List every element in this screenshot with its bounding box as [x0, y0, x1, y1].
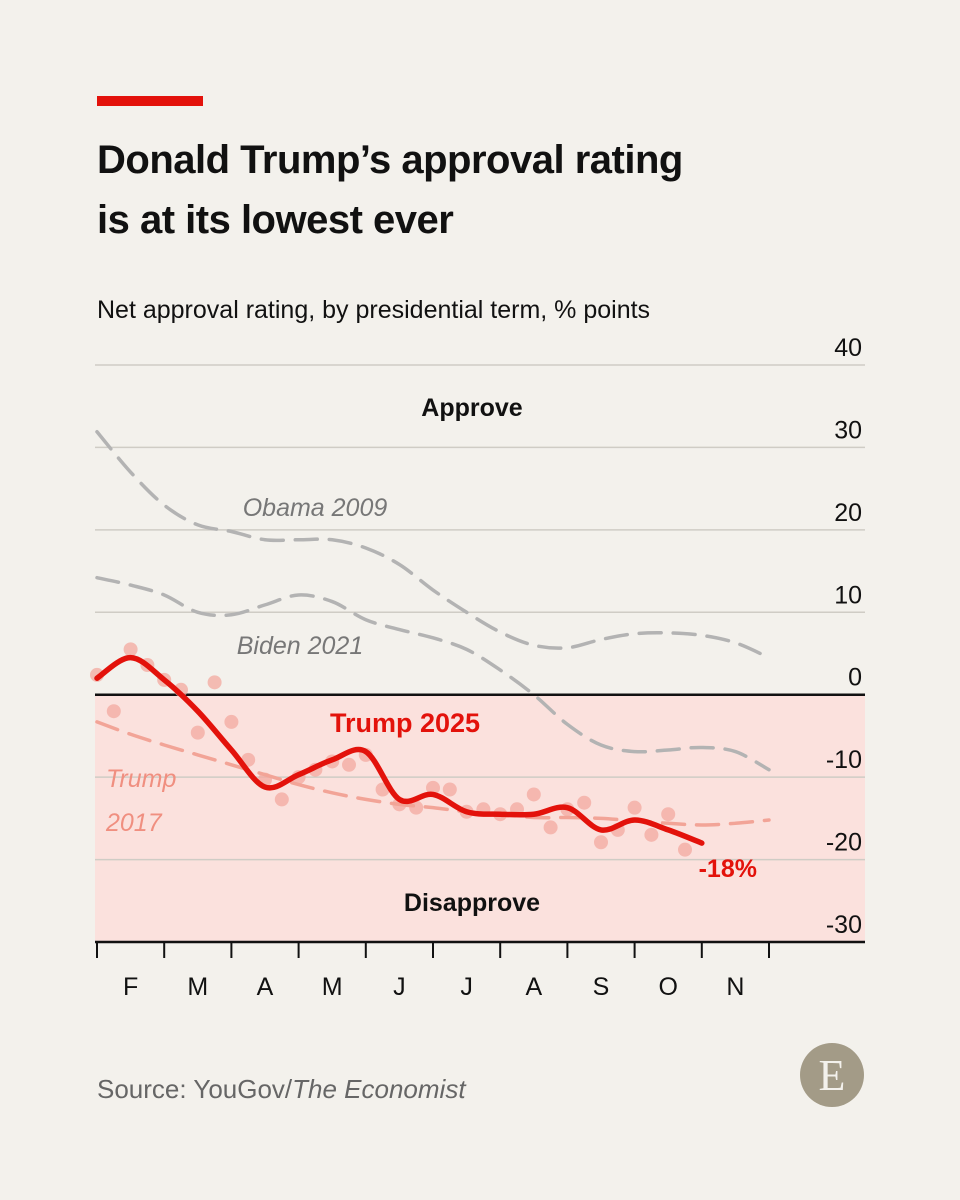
x-tick-label: M [187, 973, 208, 1001]
annotation: Approve [421, 394, 523, 422]
series-line [95, 575, 771, 772]
poll-dot [678, 842, 692, 857]
series-label: Trump 2025 [330, 708, 480, 738]
x-tick-label: A [525, 973, 542, 1001]
x-tick-label: M [322, 973, 343, 1001]
y-tick-label: -20 [826, 829, 862, 857]
x-tick-label: N [726, 973, 744, 1001]
series-label: Biden 2021 [237, 632, 364, 660]
poll-dot [224, 714, 239, 729]
poll-dot [342, 757, 356, 772]
logo: E [819, 1051, 846, 1100]
y-tick-label: 0 [848, 664, 862, 692]
y-tick-label: 40 [834, 334, 862, 362]
poll-dot [644, 827, 659, 842]
series-line [95, 430, 771, 660]
poll-dot [627, 800, 642, 815]
poll-dot [543, 820, 558, 835]
series-label: Obama 2009 [243, 494, 388, 522]
y-tick-label: 20 [834, 499, 862, 527]
poll-dot [426, 780, 440, 795]
series-label: Trump 2017 [106, 765, 177, 837]
series-line [95, 720, 771, 827]
source: Source: YouGov/The Economist [97, 1074, 466, 1105]
y-tick-label: 10 [834, 581, 862, 609]
value-label: -18% [699, 855, 757, 883]
annotation: Disapprove [404, 889, 540, 917]
x-tick-label: J [393, 973, 406, 1001]
poll-dot [526, 787, 541, 802]
poll-dot [594, 835, 608, 850]
y-tick-label: 30 [834, 416, 862, 444]
y-tick-label: -10 [826, 746, 862, 774]
x-tick-label: J [460, 973, 473, 1001]
poll-dot [190, 725, 205, 740]
accent-bar [97, 96, 203, 106]
x-tick-label: S [593, 973, 610, 1001]
poll-dot [661, 807, 676, 822]
poll-dot [106, 704, 121, 719]
poll-dot [442, 782, 457, 797]
x-tick-label: F [123, 973, 138, 1001]
source-publication: The Economist [292, 1074, 466, 1104]
subtitle: Net approval rating, by presidential ter… [97, 296, 651, 324]
source-text: Source: YouGov/ [97, 1074, 293, 1104]
series-line [94, 654, 705, 846]
poll-dot [274, 792, 289, 807]
chart-title: Donald Trump’s approval rating is at its… [97, 138, 683, 242]
x-tick-label: O [658, 973, 677, 1001]
poll-dot [123, 642, 138, 657]
x-tick-label: A [257, 973, 274, 1001]
poll-dot [577, 795, 592, 810]
poll-dot [207, 675, 222, 690]
plot: 40 30 20 10 0 -10 -20 -30 F M A M J J A S O N Approve Disap… [90, 334, 865, 1001]
y-tick-label: -30 [826, 911, 862, 939]
disapprove-zone [95, 694, 865, 942]
logo-badge [800, 1043, 864, 1107]
